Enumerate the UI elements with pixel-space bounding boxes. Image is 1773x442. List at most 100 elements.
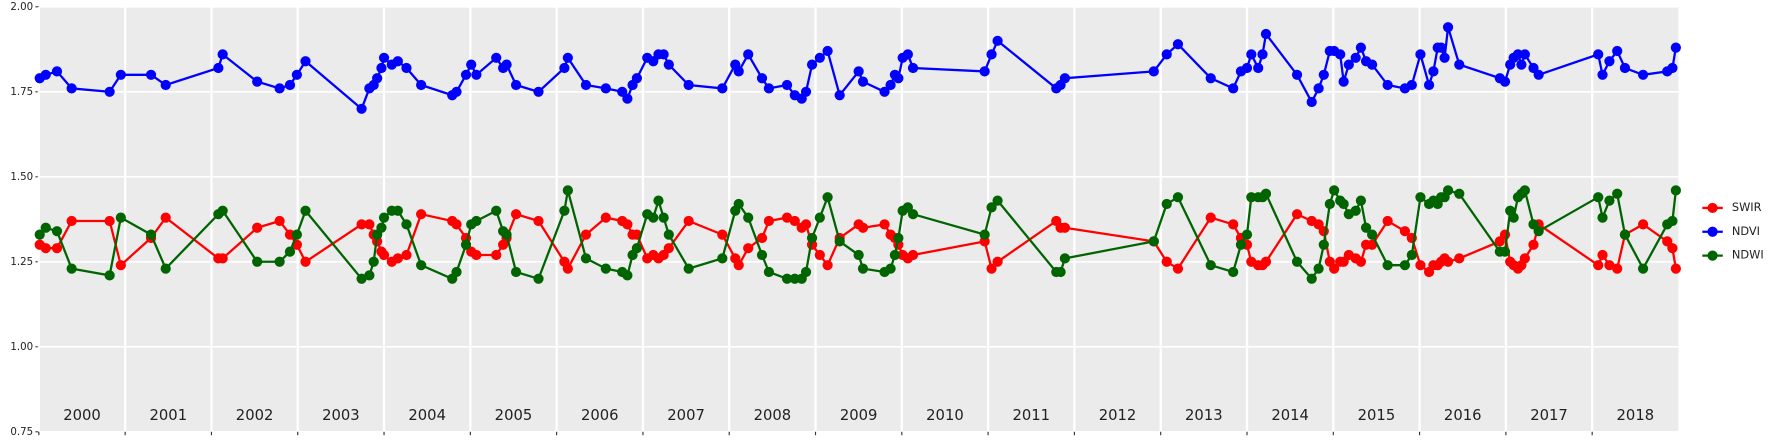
data-point bbox=[631, 243, 642, 254]
data-point bbox=[145, 69, 157, 80]
data-point bbox=[658, 212, 669, 223]
data-point bbox=[1318, 69, 1329, 80]
data-point bbox=[1415, 192, 1426, 203]
data-point bbox=[1205, 212, 1216, 223]
data-point bbox=[733, 198, 744, 210]
data-point bbox=[1228, 219, 1239, 230]
y-tick-label: 1.50 bbox=[10, 172, 33, 183]
data-point bbox=[992, 35, 1003, 46]
data-point bbox=[1423, 79, 1435, 91]
data-point bbox=[40, 243, 51, 254]
x-tick-label: 2005 bbox=[495, 407, 533, 424]
data-point bbox=[372, 73, 383, 84]
data-point bbox=[1637, 219, 1649, 230]
data-point bbox=[559, 205, 570, 216]
data-point bbox=[491, 249, 502, 261]
data-point bbox=[1454, 59, 1465, 70]
data-point bbox=[992, 256, 1003, 267]
y-tick-label: 2.00 bbox=[10, 2, 33, 13]
data-point bbox=[1612, 188, 1623, 199]
data-point bbox=[1260, 188, 1272, 199]
data-point bbox=[252, 222, 263, 233]
data-point bbox=[1415, 260, 1426, 271]
data-point bbox=[907, 209, 919, 220]
data-point bbox=[1335, 49, 1346, 60]
x-tick-label: 2017 bbox=[1530, 407, 1568, 424]
data-point bbox=[683, 79, 694, 91]
data-point bbox=[1148, 66, 1159, 77]
data-point bbox=[756, 232, 768, 244]
data-point bbox=[533, 86, 544, 97]
data-point bbox=[145, 229, 157, 240]
data-point bbox=[364, 219, 375, 230]
data-point bbox=[717, 229, 728, 240]
data-point bbox=[378, 52, 390, 63]
data-point bbox=[1612, 263, 1623, 274]
data-point bbox=[743, 49, 754, 60]
data-point bbox=[416, 209, 427, 220]
data-point bbox=[822, 45, 833, 57]
data-point bbox=[822, 260, 833, 271]
data-point bbox=[1593, 49, 1604, 60]
data-point bbox=[986, 202, 997, 213]
x-tick-label: 2006 bbox=[581, 407, 619, 424]
legend-key-point bbox=[1707, 202, 1718, 214]
data-point bbox=[1399, 260, 1411, 271]
data-point bbox=[1382, 260, 1393, 271]
data-point bbox=[1172, 39, 1184, 50]
data-point bbox=[1291, 69, 1303, 80]
data-point bbox=[857, 222, 869, 233]
data-point bbox=[1148, 236, 1159, 247]
data-point bbox=[763, 215, 775, 227]
data-point bbox=[1235, 239, 1247, 250]
data-point bbox=[217, 253, 228, 264]
data-point bbox=[907, 62, 919, 74]
data-point bbox=[562, 263, 573, 274]
data-point bbox=[1059, 222, 1071, 233]
data-point bbox=[1313, 263, 1324, 274]
data-point bbox=[781, 79, 793, 91]
data-point bbox=[834, 236, 845, 247]
data-point bbox=[451, 219, 462, 230]
data-point bbox=[1329, 263, 1340, 274]
data-point bbox=[806, 232, 818, 244]
data-point bbox=[763, 83, 775, 94]
data-point bbox=[1338, 198, 1349, 210]
x-tick-label: 2015 bbox=[1358, 407, 1396, 424]
data-point bbox=[1406, 79, 1417, 91]
data-point bbox=[392, 56, 403, 67]
data-point bbox=[1367, 59, 1378, 70]
data-point bbox=[1667, 215, 1678, 227]
data-point bbox=[1593, 260, 1604, 271]
data-point bbox=[781, 273, 793, 284]
data-point bbox=[562, 185, 573, 196]
data-point bbox=[979, 66, 990, 77]
data-point bbox=[376, 222, 387, 233]
data-point bbox=[1343, 59, 1354, 70]
data-point bbox=[1499, 246, 1511, 257]
data-point bbox=[559, 62, 570, 74]
data-point bbox=[885, 79, 896, 91]
data-point bbox=[1667, 243, 1678, 254]
data-point bbox=[717, 253, 728, 264]
data-point bbox=[1637, 69, 1649, 80]
data-point bbox=[743, 212, 754, 223]
data-point bbox=[217, 49, 228, 60]
data-point bbox=[1059, 73, 1071, 84]
x-tick-label: 2008 bbox=[754, 407, 792, 424]
data-point bbox=[1355, 256, 1367, 267]
data-point bbox=[1439, 52, 1450, 63]
data-point bbox=[471, 69, 482, 80]
data-point bbox=[822, 192, 833, 203]
legend-label: SWIR bbox=[1732, 200, 1762, 214]
data-point bbox=[1291, 256, 1303, 267]
data-point bbox=[1241, 62, 1253, 74]
data-point bbox=[992, 195, 1003, 206]
data-point bbox=[1670, 42, 1681, 53]
data-point bbox=[1367, 229, 1378, 240]
data-point bbox=[510, 209, 522, 220]
data-point bbox=[763, 266, 775, 278]
data-point bbox=[889, 249, 901, 261]
data-point bbox=[857, 76, 869, 87]
data-point bbox=[300, 56, 311, 67]
